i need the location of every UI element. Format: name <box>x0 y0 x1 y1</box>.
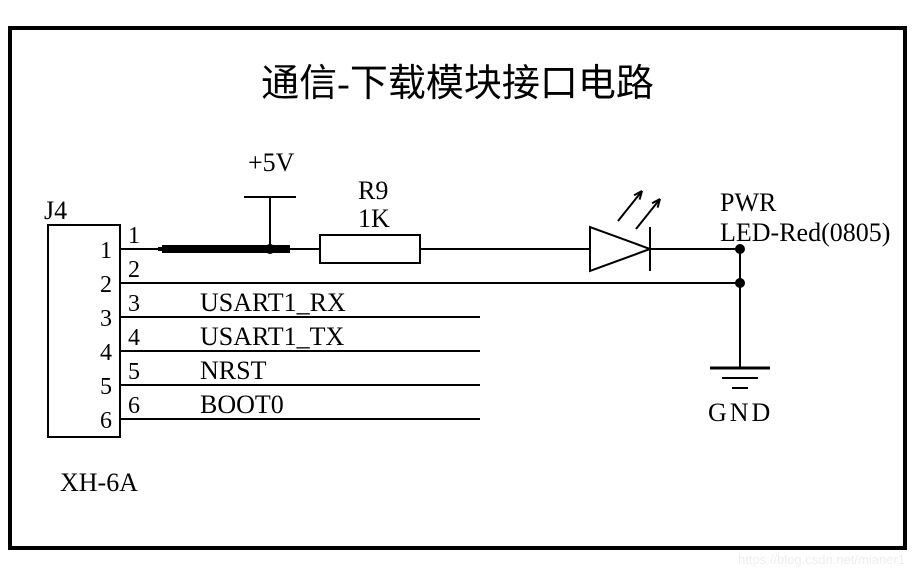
svg-text:BOOT0: BOOT0 <box>200 390 284 419</box>
svg-text:5: 5 <box>128 359 140 385</box>
svg-text:2: 2 <box>100 272 112 298</box>
power-label: +5V <box>248 148 294 178</box>
svg-text:USART1_RX: USART1_RX <box>200 288 346 317</box>
connector-refdes: J4 <box>44 196 67 226</box>
gnd-label: GND <box>708 398 773 428</box>
svg-text:6: 6 <box>100 408 112 434</box>
connector-part: XH-6A <box>60 468 138 498</box>
svg-text:2: 2 <box>128 257 140 283</box>
watermark: https://blog.csdn.net/mianer1 <box>738 552 905 567</box>
svg-text:NRST: NRST <box>200 356 267 385</box>
svg-text:1: 1 <box>100 238 112 264</box>
svg-text:1: 1 <box>128 223 140 249</box>
svg-text:4: 4 <box>100 340 112 366</box>
svg-text:3: 3 <box>100 306 112 332</box>
svg-text:6: 6 <box>128 393 140 419</box>
resistor-value: 1K <box>358 204 390 234</box>
led-name: PWR <box>720 188 776 218</box>
svg-text:5: 5 <box>100 374 112 400</box>
led-part: LED-Red(0805) <box>720 218 890 248</box>
svg-text:3: 3 <box>128 291 140 317</box>
svg-text:USART1_TX: USART1_TX <box>200 322 345 351</box>
resistor-refdes: R9 <box>358 176 388 206</box>
svg-text:4: 4 <box>128 325 140 351</box>
schematic-title: 通信-下载模块接口电路 <box>0 52 915 107</box>
